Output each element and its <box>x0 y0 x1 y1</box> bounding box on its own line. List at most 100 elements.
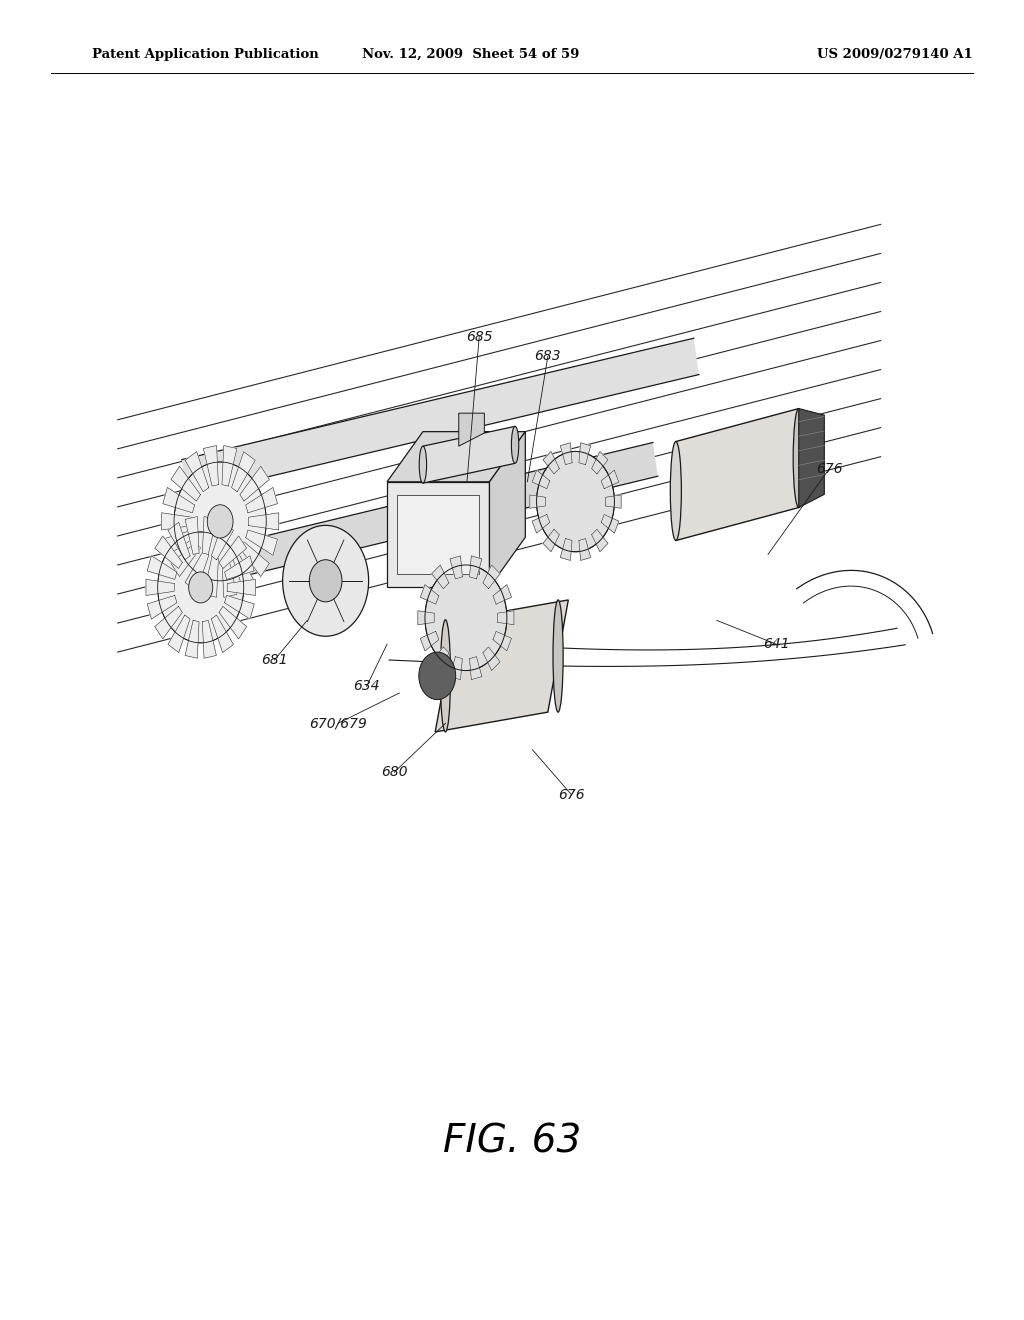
Polygon shape <box>168 523 190 560</box>
Polygon shape <box>799 409 824 507</box>
Polygon shape <box>579 539 591 561</box>
Text: 683: 683 <box>535 350 561 363</box>
Polygon shape <box>155 536 182 569</box>
Polygon shape <box>560 442 572 465</box>
Polygon shape <box>246 487 278 512</box>
Circle shape <box>419 652 456 700</box>
Polygon shape <box>231 550 255 591</box>
Circle shape <box>158 532 244 643</box>
Polygon shape <box>459 413 484 446</box>
Polygon shape <box>592 451 608 474</box>
Polygon shape <box>498 611 514 624</box>
Polygon shape <box>432 647 449 671</box>
Text: 676: 676 <box>816 462 843 475</box>
Circle shape <box>537 451 614 552</box>
Ellipse shape <box>419 446 427 483</box>
Circle shape <box>283 525 369 636</box>
Text: 681: 681 <box>261 653 288 667</box>
Polygon shape <box>211 615 233 652</box>
Polygon shape <box>240 541 269 577</box>
Polygon shape <box>168 615 190 652</box>
Polygon shape <box>469 656 482 680</box>
Polygon shape <box>489 432 525 587</box>
Polygon shape <box>171 466 201 502</box>
Text: FIG. 63: FIG. 63 <box>442 1123 582 1160</box>
Polygon shape <box>181 338 699 496</box>
Polygon shape <box>529 495 546 508</box>
Polygon shape <box>543 529 559 552</box>
Polygon shape <box>435 599 568 731</box>
Polygon shape <box>387 432 525 482</box>
Polygon shape <box>483 565 500 589</box>
Polygon shape <box>204 446 218 486</box>
Polygon shape <box>163 531 195 556</box>
Polygon shape <box>203 516 216 554</box>
Polygon shape <box>231 451 255 492</box>
Polygon shape <box>171 541 201 577</box>
Text: US 2009/0279140 A1: US 2009/0279140 A1 <box>817 48 973 61</box>
Text: 641: 641 <box>763 638 790 651</box>
Polygon shape <box>532 515 550 533</box>
Polygon shape <box>246 531 278 556</box>
Polygon shape <box>601 515 618 533</box>
Text: 676: 676 <box>558 788 585 801</box>
Text: Nov. 12, 2009  Sheet 54 of 59: Nov. 12, 2009 Sheet 54 of 59 <box>362 48 580 61</box>
Text: 670/679: 670/679 <box>309 717 367 730</box>
Polygon shape <box>222 446 237 486</box>
Ellipse shape <box>440 620 451 731</box>
Polygon shape <box>211 523 233 560</box>
Polygon shape <box>185 550 209 591</box>
Polygon shape <box>397 495 479 574</box>
Polygon shape <box>203 620 216 659</box>
Polygon shape <box>177 442 657 591</box>
Polygon shape <box>219 606 247 639</box>
Polygon shape <box>420 585 439 605</box>
Polygon shape <box>483 647 500 671</box>
Polygon shape <box>420 631 439 651</box>
Text: 685: 685 <box>466 330 493 343</box>
Polygon shape <box>423 426 515 483</box>
Polygon shape <box>560 539 572 561</box>
Polygon shape <box>227 579 255 595</box>
Circle shape <box>309 560 342 602</box>
Circle shape <box>188 572 213 603</box>
Text: 634: 634 <box>353 680 380 693</box>
Polygon shape <box>240 466 269 502</box>
Polygon shape <box>162 512 191 531</box>
Polygon shape <box>387 482 489 587</box>
Ellipse shape <box>671 441 681 541</box>
Ellipse shape <box>794 409 804 507</box>
Polygon shape <box>418 611 434 624</box>
Polygon shape <box>676 409 799 541</box>
Polygon shape <box>532 470 550 488</box>
Polygon shape <box>147 556 177 579</box>
Ellipse shape <box>511 426 519 463</box>
Polygon shape <box>493 631 512 651</box>
Polygon shape <box>163 487 195 512</box>
Text: Patent Application Publication: Patent Application Publication <box>92 48 318 61</box>
Circle shape <box>425 565 507 671</box>
Polygon shape <box>204 557 218 597</box>
Polygon shape <box>579 442 591 465</box>
Polygon shape <box>185 516 199 554</box>
Polygon shape <box>592 529 608 552</box>
Polygon shape <box>224 556 254 579</box>
Polygon shape <box>450 556 463 579</box>
Polygon shape <box>185 620 199 659</box>
Polygon shape <box>469 556 482 579</box>
Polygon shape <box>222 557 237 597</box>
Polygon shape <box>219 536 247 569</box>
Polygon shape <box>155 606 182 639</box>
Ellipse shape <box>553 599 563 713</box>
Polygon shape <box>450 656 463 680</box>
Circle shape <box>207 504 233 539</box>
Polygon shape <box>605 495 622 508</box>
Polygon shape <box>147 595 177 619</box>
Polygon shape <box>224 595 254 619</box>
Polygon shape <box>146 579 174 595</box>
Polygon shape <box>601 470 618 488</box>
Text: 680: 680 <box>381 766 408 779</box>
Polygon shape <box>432 565 449 589</box>
Polygon shape <box>543 451 559 474</box>
Polygon shape <box>249 512 279 531</box>
